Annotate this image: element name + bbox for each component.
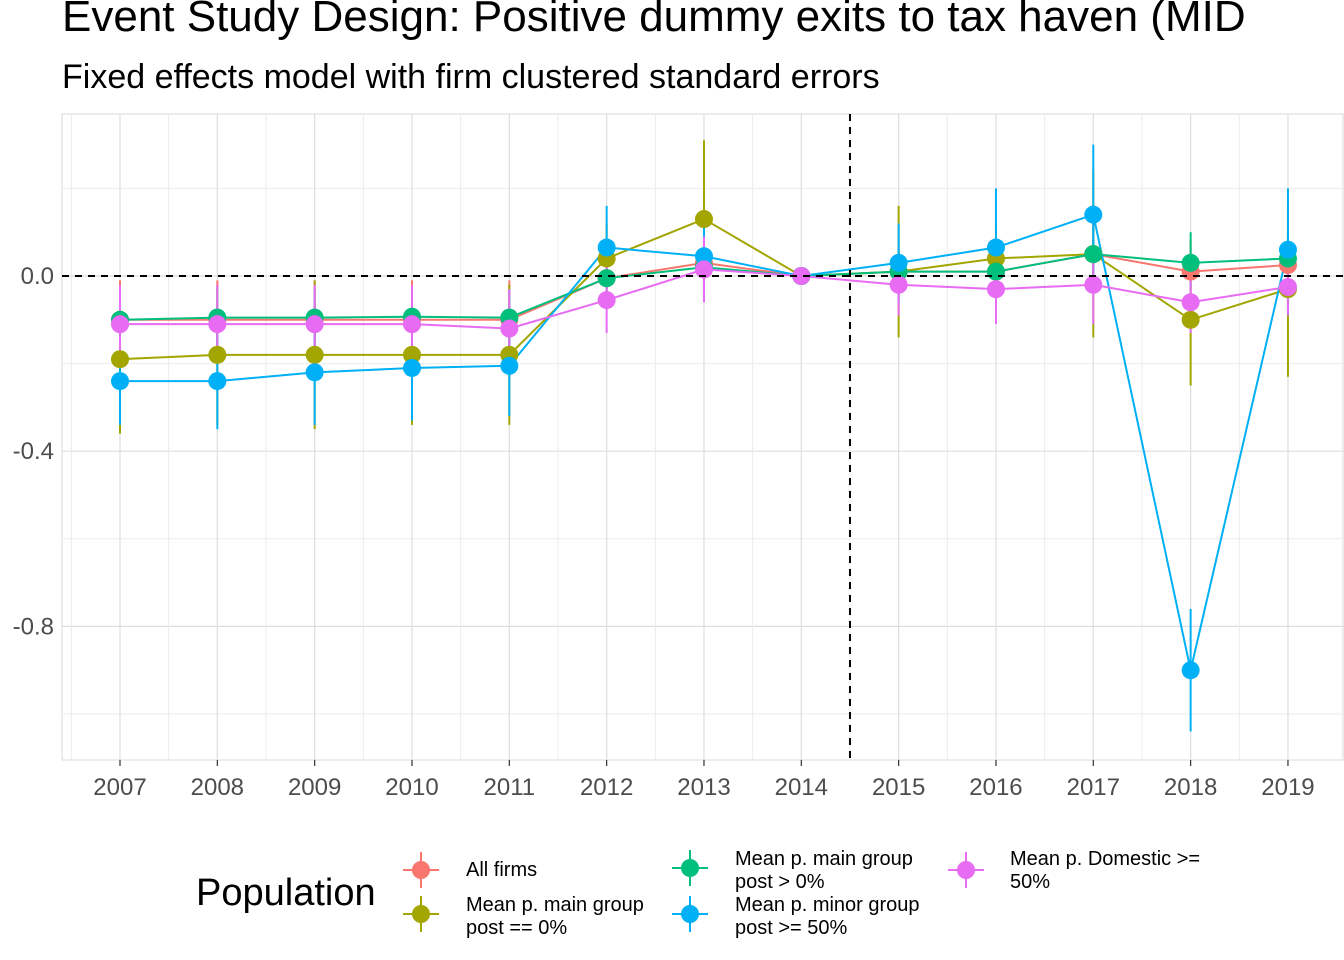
legend-key-point <box>412 905 430 923</box>
legend-key-point <box>957 861 975 879</box>
x-tick-label: 2013 <box>677 774 730 801</box>
legend-label-line: Mean p. Domestic >= <box>1010 848 1201 870</box>
data-point <box>1181 310 1200 329</box>
x-tick-label: 2010 <box>385 774 438 801</box>
legend-label-minor: Mean p. minor group post >= 50% <box>735 894 935 940</box>
data-point <box>500 319 519 338</box>
x-tick-label: 2017 <box>1067 774 1120 801</box>
x-tick-label: 2019 <box>1261 774 1314 801</box>
data-point <box>694 210 713 229</box>
legend-label-line: post >= 50% <box>735 917 848 939</box>
data-point <box>889 253 908 272</box>
data-point <box>986 280 1005 299</box>
data-point <box>402 315 421 334</box>
legend-label-line: 50% <box>1010 871 1051 893</box>
legend-label-line: Mean p. main group <box>466 894 644 916</box>
data-point <box>208 345 227 364</box>
data-point <box>402 358 421 377</box>
data-point <box>694 247 713 266</box>
x-tick-label: 2016 <box>969 774 1022 801</box>
data-point <box>111 350 129 369</box>
legend-label-line: Mean p. minor group <box>735 894 920 916</box>
data-point <box>305 345 324 364</box>
data-point <box>694 260 713 279</box>
data-point <box>305 363 324 382</box>
data-point <box>1278 240 1297 259</box>
chart-subtitle: Fixed effects model with firm clustered … <box>62 58 880 96</box>
legend-label-main-zero: Mean p. main group post == 0% <box>466 894 666 940</box>
legend-label-line: Mean p. main group <box>735 848 913 870</box>
legend-label-line: post > 0% <box>735 871 825 893</box>
data-point <box>986 238 1005 257</box>
legend-key-point <box>681 859 699 877</box>
data-point <box>597 291 616 310</box>
x-tick-label: 2011 <box>484 774 536 801</box>
data-point <box>402 345 421 364</box>
data-point <box>986 262 1005 281</box>
x-tick-label: 2009 <box>288 774 341 801</box>
panel-border <box>61 113 1344 761</box>
data-point <box>597 269 616 288</box>
legend-title: Population <box>196 872 376 914</box>
data-point <box>1084 245 1103 264</box>
legend-label-line: All firms <box>466 859 538 881</box>
chart-title: Event Study Design: Positive dummy exits… <box>62 0 1246 41</box>
x-tick-label: 2018 <box>1164 774 1217 801</box>
data-point <box>1084 205 1103 224</box>
x-tick-label: 2015 <box>872 774 925 801</box>
x-tick-label: 2012 <box>580 774 633 801</box>
data-point <box>111 315 129 334</box>
y-tick-label: -0.4 <box>13 438 54 465</box>
data-point <box>1181 661 1200 680</box>
legend-key-point <box>681 905 699 923</box>
y-tick-label: 0.0 <box>21 263 54 290</box>
data-point <box>305 315 324 334</box>
data-point <box>500 356 519 375</box>
data-point <box>1181 293 1200 312</box>
x-tick-label: 2008 <box>191 774 244 801</box>
legend-label-domestic: Mean p. Domestic >= 50% <box>1010 848 1210 894</box>
data-point <box>792 267 811 285</box>
x-tick-label: 2014 <box>775 774 828 801</box>
legend-label-all-firms: All firms <box>466 859 666 882</box>
data-point <box>1084 275 1103 294</box>
legend-label-main-pos: Mean p. main group post > 0% <box>735 848 935 894</box>
legend-key-point <box>412 861 430 879</box>
data-point <box>1181 253 1200 272</box>
y-tick-label: -0.8 <box>13 613 54 640</box>
data-point <box>208 372 227 391</box>
data-point <box>111 372 129 391</box>
data-point <box>1278 277 1297 296</box>
data-point <box>208 315 227 334</box>
x-tick-label: 2007 <box>93 774 146 801</box>
legend-label-line: post == 0% <box>466 917 568 939</box>
data-point <box>889 275 908 294</box>
data-point <box>597 238 616 257</box>
